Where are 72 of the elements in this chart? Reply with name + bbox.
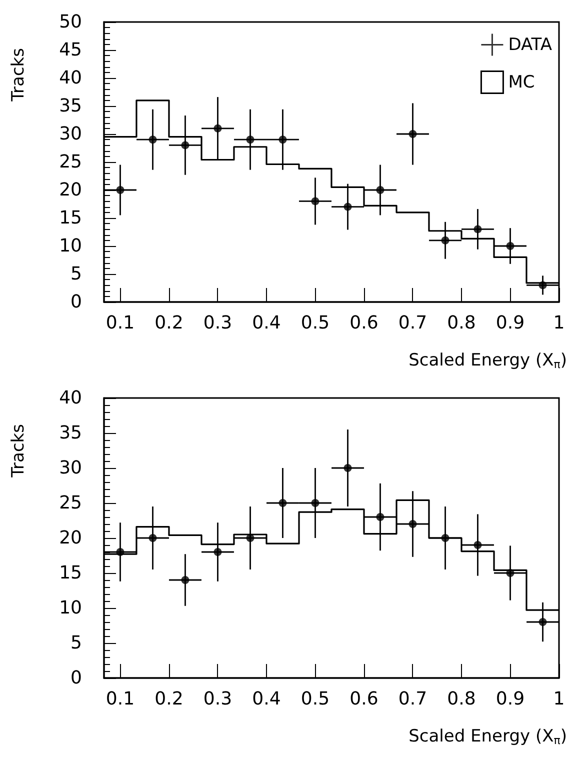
x-tick-label: 0.6	[350, 688, 378, 710]
y-tick-label: 15	[59, 208, 82, 228]
point	[376, 186, 384, 194]
x-tick-label: 0.8	[447, 688, 476, 710]
point	[246, 136, 254, 144]
x-tick-label: 0.2	[154, 688, 184, 710]
y-tick-label: 35	[59, 422, 82, 444]
y-tick-label: 15	[59, 562, 82, 584]
x-tick-label: 1	[553, 312, 565, 334]
y-axis-title: Tracks	[8, 424, 28, 478]
x-tick-label: 0.5	[300, 688, 330, 710]
x-tick-label: 1	[553, 688, 565, 710]
y-tick-label: 10	[59, 236, 82, 256]
y-tick-label: 25	[59, 492, 82, 514]
x-tick-label: 0.9	[496, 312, 525, 334]
x-tick-label: 0.3	[203, 312, 232, 334]
x-tick-label: 0.9	[496, 688, 525, 710]
point	[148, 136, 157, 144]
point	[311, 499, 320, 507]
y-tick-label: 5	[70, 632, 82, 654]
point	[506, 569, 514, 577]
point	[311, 197, 320, 206]
legend-label: MC	[508, 72, 535, 92]
point	[214, 548, 222, 556]
point	[116, 186, 124, 194]
point	[181, 141, 190, 150]
y-tick-label: 30	[59, 124, 82, 144]
y-tick-label: 45	[59, 40, 82, 60]
point	[116, 548, 124, 556]
x-tick-label: 0.7	[398, 688, 428, 710]
x-tick-label: 0.7	[398, 312, 428, 334]
point	[441, 236, 450, 244]
point	[538, 281, 547, 290]
y-axis-title: Tracks	[8, 48, 28, 102]
point	[246, 534, 254, 542]
point	[278, 499, 287, 507]
point	[474, 541, 482, 549]
point	[474, 225, 482, 234]
point	[214, 124, 222, 132]
x-tick-label: 0.6	[350, 312, 378, 334]
point	[376, 513, 384, 521]
y-tick-label: 10	[59, 598, 82, 618]
x-tick-label: 0.3	[203, 688, 232, 710]
y-tick-label: 0	[70, 292, 82, 312]
y-tick-label: 50	[59, 12, 82, 32]
x-tick-label: 0.2	[154, 312, 184, 334]
point	[278, 136, 287, 144]
y-tick-label: 30	[59, 458, 82, 478]
x-tick-label: 0.1	[106, 688, 135, 710]
point	[408, 520, 417, 528]
point	[538, 618, 547, 626]
x-tick-label: 0.8	[447, 312, 476, 334]
legend-label: DATA	[508, 34, 552, 55]
y-tick-label: 40	[59, 388, 82, 408]
point	[148, 534, 157, 542]
point	[506, 242, 514, 250]
y-tick-label: 20	[59, 180, 82, 200]
y-tick-label: 5	[70, 264, 82, 284]
point	[441, 534, 450, 542]
point	[344, 202, 352, 211]
point	[408, 130, 417, 138]
y-tick-label: 40	[59, 68, 82, 88]
point	[344, 464, 352, 472]
point	[181, 576, 190, 584]
x-tick-label: 0.4	[252, 312, 281, 334]
y-tick-label: 25	[59, 152, 82, 172]
x-tick-label: 0.5	[300, 312, 330, 334]
x-tick-label: 0.1	[106, 312, 135, 334]
y-tick-label: 35	[59, 96, 82, 116]
y-tick-label: 0	[70, 668, 82, 688]
x-tick-label: 0.4	[252, 688, 281, 710]
y-tick-label: 20	[59, 528, 82, 548]
